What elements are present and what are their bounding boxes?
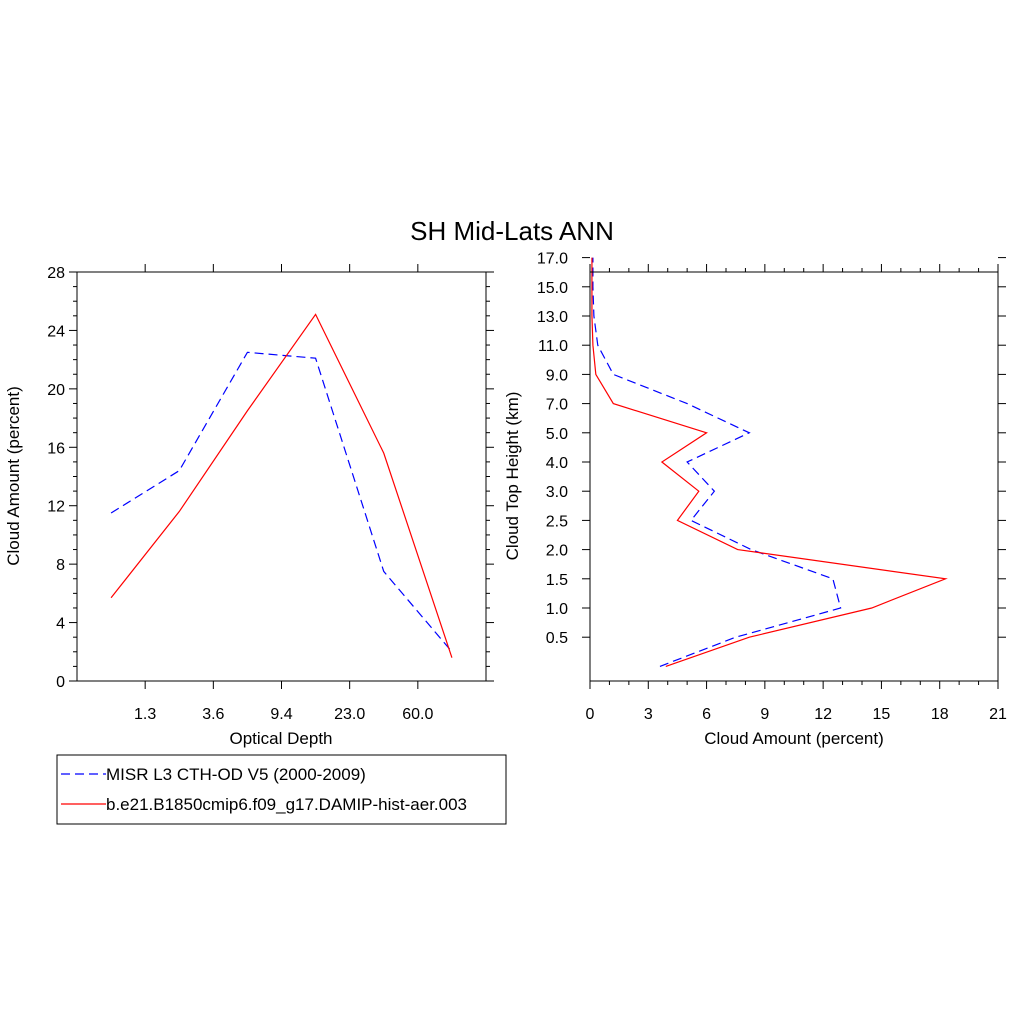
optical-depth-panel: 0 4 8 12 16 20 24 28 1.3 3.6 9.4 23.0 60.0 Optical … [4, 264, 494, 748]
y-tick-label: 4.0 [546, 455, 568, 472]
y-tick-label: 24 [47, 323, 65, 340]
y-tick-label: 1.5 [546, 572, 568, 589]
x-tick-label: 12 [814, 706, 832, 723]
left-y-axis-label: Cloud Amount (percent) [4, 386, 23, 566]
y-tick-label: 4 [56, 616, 65, 633]
legend-box [56, 754, 507, 825]
y-tick-label: 15.0 [537, 280, 568, 297]
y-tick-label: 13.0 [537, 309, 568, 326]
y-tick-label: 7.0 [546, 397, 568, 414]
x-tick-label: 1.3 [134, 706, 156, 723]
x-tick-label: 60.0 [402, 706, 433, 723]
y-tick-label: 9.0 [546, 367, 568, 384]
cloud-top-height-panel: 0.5 1.0 1.5 2.0 2.5 3.0 4.0 5.0 7.0 9.0 11.0 13.0 15… [503, 251, 1007, 748]
left-tick-marks [69, 264, 494, 689]
x-tick-label: 0 [586, 706, 595, 723]
y-tick-label: 0.5 [546, 630, 568, 647]
x-tick-label: 3.6 [202, 706, 224, 723]
y-tick-label: 11.0 [538, 338, 568, 355]
y-tick-label: 2.0 [546, 543, 568, 560]
right-y-tick-labels: 0.5 1.0 1.5 2.0 2.5 3.0 4.0 5.0 7.0 9.0 11.0 13.0 15… [537, 251, 568, 648]
x-tick-label: 23.0 [334, 706, 365, 723]
legend-label-misr: MISR L3 CTH-OD V5 (2000-2009) [106, 765, 366, 784]
left-plot-frame [76, 271, 487, 682]
y-tick-label: 3.0 [546, 484, 568, 501]
y-tick-label: 28 [47, 265, 65, 282]
y-tick-label: 1.0 [546, 601, 568, 618]
left-x-axis-label: Optical Depth [230, 729, 333, 748]
right-tick-marks [582, 257, 1006, 689]
y-tick-label: 17.0 [537, 251, 568, 268]
y-tick-label: 16 [47, 440, 65, 457]
right-y-axis-label: Cloud Top Height (km) [503, 392, 522, 561]
model-series-line [110, 313, 453, 658]
misr-series-line [110, 351, 453, 653]
y-tick-label: 20 [47, 382, 65, 399]
right-series-lines [591, 257, 948, 667]
y-tick-label: 0 [56, 674, 65, 691]
misr-series-line [592, 257, 842, 667]
legend: MISR L3 CTH-OD V5 (2000-2009) b.e21.B185… [56, 754, 507, 825]
right-x-tick-labels: 0 3 6 9 12 15 18 21 [586, 706, 1007, 723]
y-tick-label: 5.0 [546, 426, 568, 443]
x-tick-label: 6 [702, 706, 711, 723]
x-tick-label: 15 [873, 706, 891, 723]
y-tick-label: 12 [47, 499, 65, 516]
left-y-tick-labels: 0 4 8 12 16 20 24 28 [47, 265, 65, 691]
right-plot-frame [589, 271, 999, 682]
figure-title: SH Mid-Lats ANN [410, 216, 614, 246]
x-tick-label: 21 [989, 706, 1007, 723]
model-series-line [591, 257, 948, 667]
x-tick-label: 9.4 [270, 706, 292, 723]
y-tick-label: 2.5 [546, 513, 568, 530]
x-tick-label: 3 [644, 706, 653, 723]
left-x-tick-labels: 1.3 3.6 9.4 23.0 60.0 [134, 706, 433, 723]
x-tick-label: 18 [931, 706, 949, 723]
legend-label-model: b.e21.B1850cmip6.f09_g17.DAMIP-hist-aer.… [106, 795, 467, 814]
y-tick-label: 8 [56, 557, 65, 574]
left-series-lines [110, 313, 453, 658]
right-x-axis-label: Cloud Amount (percent) [704, 729, 884, 748]
x-tick-label: 9 [760, 706, 769, 723]
